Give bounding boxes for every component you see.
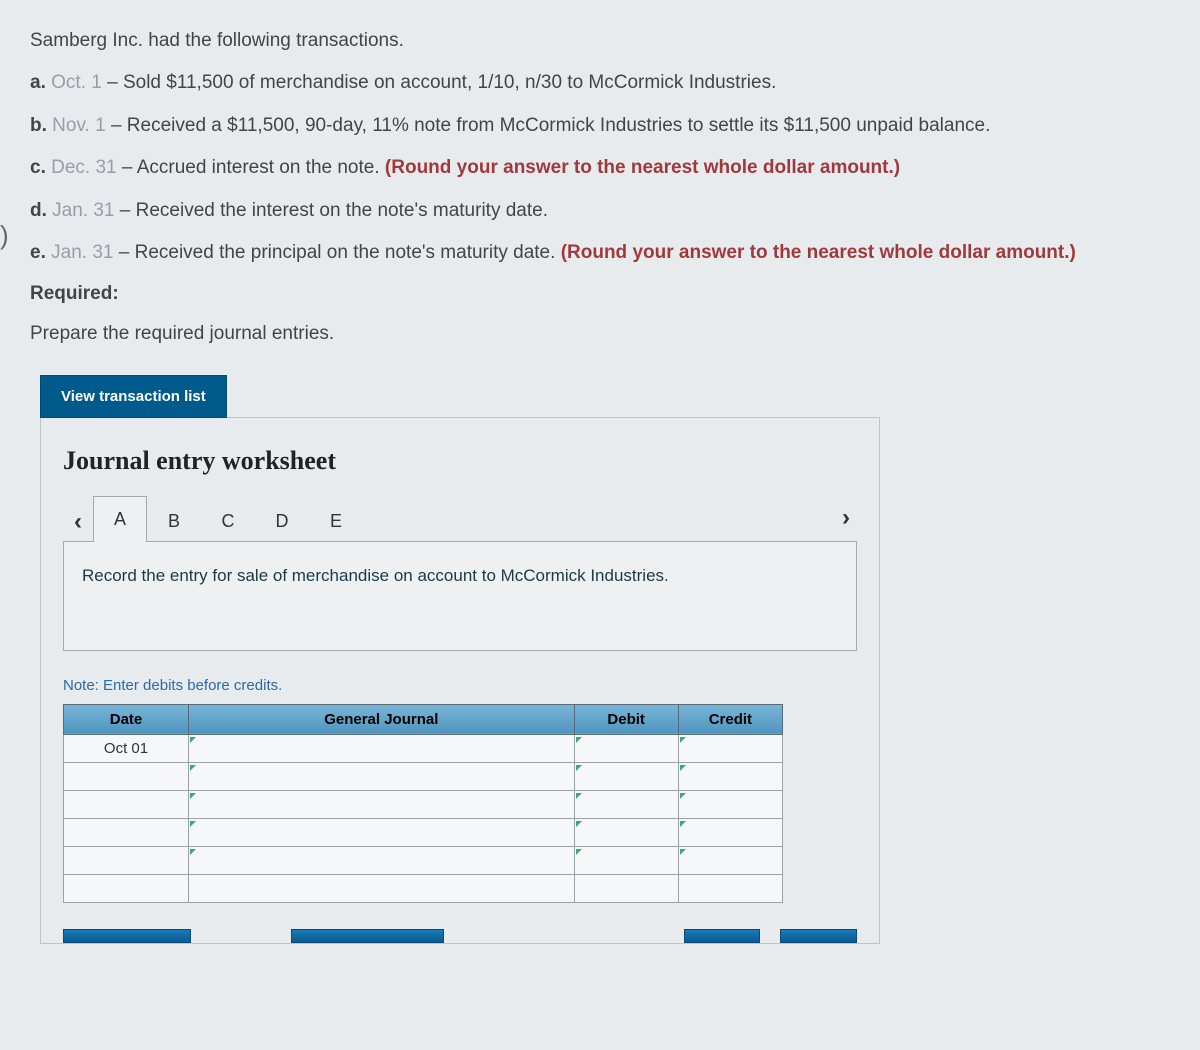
tab-e[interactable]: E xyxy=(309,502,363,542)
table-row xyxy=(64,762,783,790)
cell-general-journal[interactable] xyxy=(189,734,575,762)
item-text: – Received a $11,500, 90-day, 11% note f… xyxy=(106,115,991,136)
cell-debit[interactable] xyxy=(574,874,678,902)
item-label: a. xyxy=(30,72,46,93)
cell-debit[interactable] xyxy=(574,846,678,874)
journal-table: Date General Journal Debit Credit Oct 01 xyxy=(63,704,783,903)
item-label: c. xyxy=(30,157,46,178)
cell-debit[interactable] xyxy=(574,790,678,818)
item-text: – Received the interest on the note's ma… xyxy=(115,200,548,221)
item-c: c. Dec. 31 – Accrued interest on the not… xyxy=(30,155,1160,182)
table-row xyxy=(64,818,783,846)
cell-general-journal[interactable] xyxy=(189,846,575,874)
item-e: e. Jan. 31 – Received the principal on t… xyxy=(30,240,1160,267)
item-date: Oct. 1 xyxy=(51,72,102,93)
dropdown-icon xyxy=(190,849,196,855)
cell-credit[interactable] xyxy=(678,818,782,846)
cell-date[interactable] xyxy=(64,874,189,902)
action-button[interactable] xyxy=(780,929,857,943)
col-general-journal: General Journal xyxy=(189,704,575,734)
cell-date[interactable] xyxy=(64,818,189,846)
cell-debit[interactable] xyxy=(574,762,678,790)
dropdown-icon xyxy=(190,793,196,799)
view-transaction-list-button[interactable]: View transaction list xyxy=(40,375,227,418)
entry-prompt: Record the entry for sale of merchandise… xyxy=(63,541,857,651)
dropdown-icon xyxy=(190,737,196,743)
bottom-button-row xyxy=(63,929,857,943)
dropdown-icon xyxy=(680,765,686,771)
dropdown-icon xyxy=(576,849,582,855)
tab-nav: ‹ A B C D E › xyxy=(63,494,857,542)
cell-debit[interactable] xyxy=(574,818,678,846)
journal-worksheet: Journal entry worksheet ‹ A B C D E › Re… xyxy=(40,417,880,944)
item-d: d. Jan. 31 – Received the interest on th… xyxy=(30,198,1160,225)
item-date: Nov. 1 xyxy=(52,115,106,136)
worksheet-title: Journal entry worksheet xyxy=(63,446,857,476)
prev-arrow-icon[interactable]: ‹ xyxy=(63,502,93,542)
cell-debit[interactable] xyxy=(574,734,678,762)
dropdown-icon xyxy=(576,821,582,827)
cell-general-journal[interactable] xyxy=(189,874,575,902)
intro-text: Samberg Inc. had the following transacti… xyxy=(30,30,1160,52)
cell-general-journal[interactable] xyxy=(189,818,575,846)
tab-c[interactable]: C xyxy=(201,502,255,542)
item-a: a. Oct. 1 – Sold $11,500 of merchandise … xyxy=(30,70,1160,97)
dropdown-icon xyxy=(576,765,582,771)
table-body: Oct 01 xyxy=(64,734,783,902)
col-debit: Debit xyxy=(574,704,678,734)
table-row xyxy=(64,790,783,818)
cell-credit[interactable] xyxy=(678,790,782,818)
item-date: Jan. 31 xyxy=(51,242,113,263)
required-label: Required: xyxy=(30,283,1160,305)
action-button[interactable] xyxy=(63,929,191,943)
dropdown-icon xyxy=(680,849,686,855)
item-text: – Received the principal on the note's m… xyxy=(113,242,560,263)
item-hint: (Round your answer to the nearest whole … xyxy=(385,157,900,178)
item-label: b. xyxy=(30,115,47,136)
cell-date[interactable]: Oct 01 xyxy=(64,734,189,762)
cell-general-journal[interactable] xyxy=(189,790,575,818)
dropdown-icon xyxy=(576,737,582,743)
tab-d[interactable]: D xyxy=(255,502,309,542)
cell-credit[interactable] xyxy=(678,846,782,874)
table-row xyxy=(64,846,783,874)
item-label: d. xyxy=(30,200,47,221)
dropdown-icon xyxy=(680,737,686,743)
action-button[interactable] xyxy=(291,929,444,943)
cell-date[interactable] xyxy=(64,846,189,874)
dropdown-icon xyxy=(680,821,686,827)
action-button[interactable] xyxy=(684,929,761,943)
item-date: Jan. 31 xyxy=(52,200,114,221)
next-arrow-icon[interactable]: › xyxy=(831,498,861,538)
dropdown-icon xyxy=(576,793,582,799)
item-hint: (Round your answer to the nearest whole … xyxy=(561,242,1076,263)
instruction-text: Prepare the required journal entries. xyxy=(30,323,1160,345)
cell-credit[interactable] xyxy=(678,762,782,790)
question-block: Samberg Inc. had the following transacti… xyxy=(30,30,1160,345)
item-b: b. Nov. 1 – Received a $11,500, 90-day, … xyxy=(30,113,1160,140)
entry-prompt-text: Record the entry for sale of merchandise… xyxy=(82,566,669,585)
tab-list: A B C D E xyxy=(93,496,363,542)
table-header-row: Date General Journal Debit Credit xyxy=(64,704,783,734)
cell-credit[interactable] xyxy=(678,874,782,902)
tab-a[interactable]: A xyxy=(93,496,147,542)
table-row: Oct 01 xyxy=(64,734,783,762)
item-date: Dec. 31 xyxy=(51,157,116,178)
cell-general-journal[interactable] xyxy=(189,762,575,790)
dropdown-icon xyxy=(680,793,686,799)
item-text: – Accrued interest on the note. xyxy=(117,157,385,178)
note-text: Note: Enter debits before credits. xyxy=(63,677,857,694)
item-text: – Sold $11,500 of merchandise on account… xyxy=(102,72,777,93)
tab-b[interactable]: B xyxy=(147,502,201,542)
item-label: e. xyxy=(30,242,46,263)
cell-date[interactable] xyxy=(64,790,189,818)
dropdown-icon xyxy=(190,821,196,827)
col-date: Date xyxy=(64,704,189,734)
dropdown-icon xyxy=(190,765,196,771)
cell-credit[interactable] xyxy=(678,734,782,762)
decor-bracket: ) xyxy=(0,220,9,251)
cell-date[interactable] xyxy=(64,762,189,790)
col-credit: Credit xyxy=(678,704,782,734)
table-row xyxy=(64,874,783,902)
